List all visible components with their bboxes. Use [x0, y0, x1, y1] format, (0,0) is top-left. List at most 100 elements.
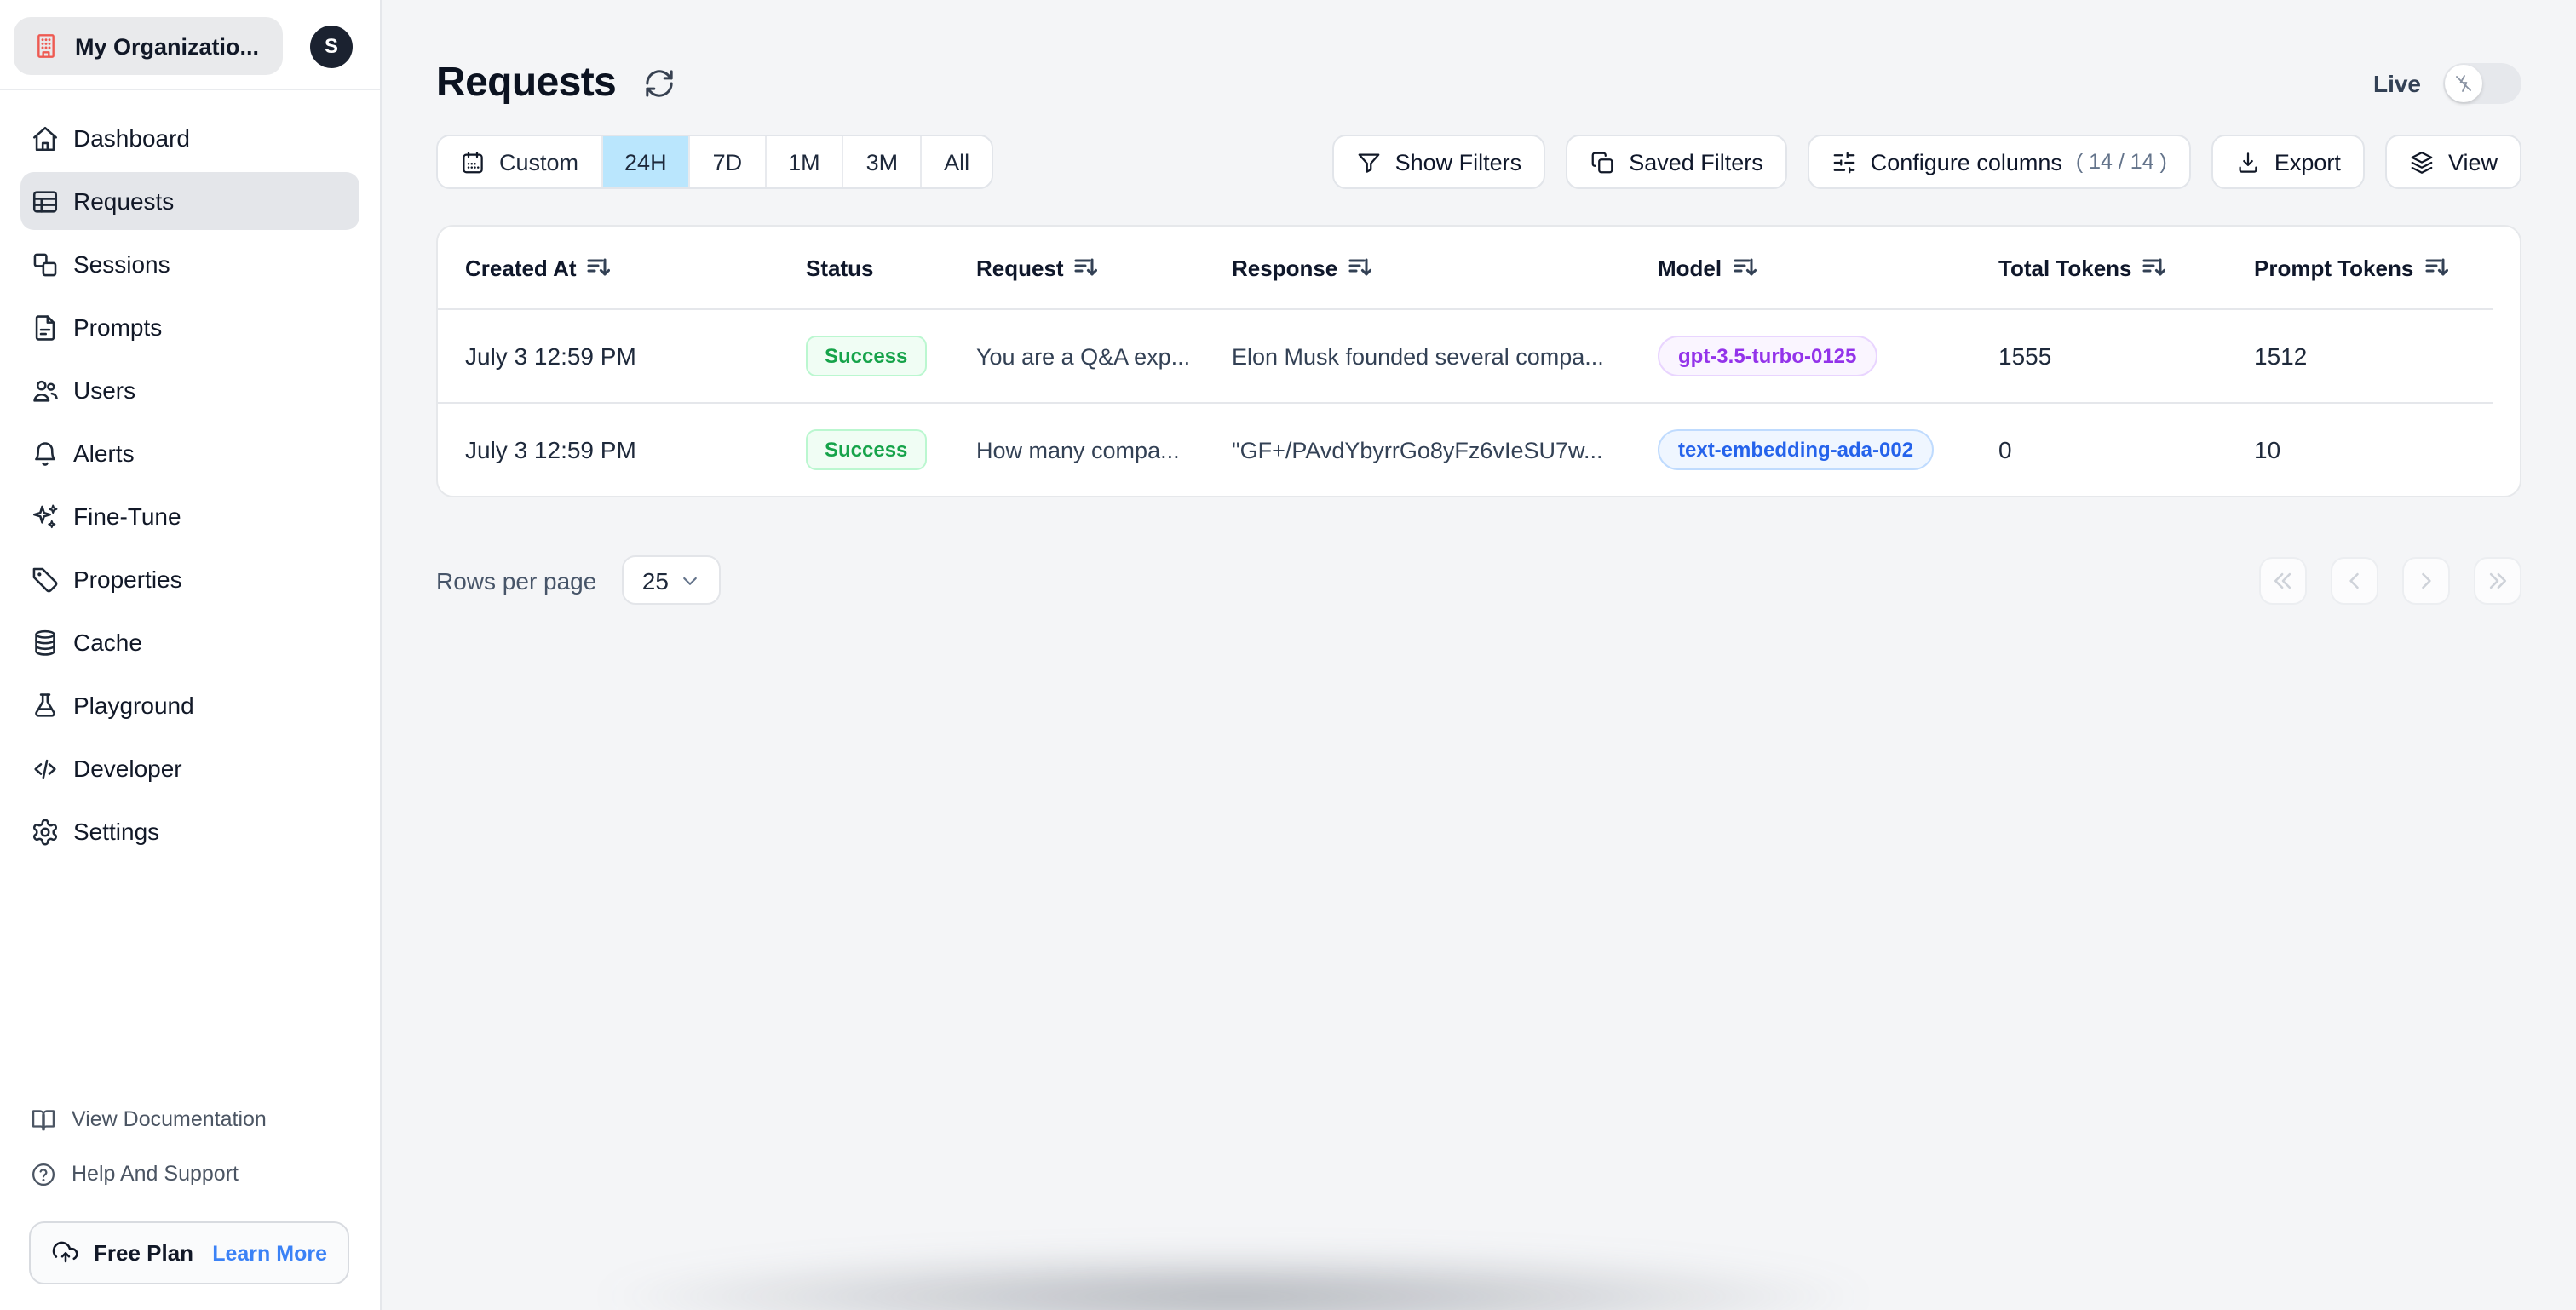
sidebar-item-dashboard[interactable]: Dashboard	[20, 109, 359, 167]
cell-status: Success	[806, 336, 976, 376]
cell-created-at: July 3 12:59 PM	[465, 436, 636, 463]
cell-response: Elon Musk founded several compa...	[1232, 343, 1604, 369]
cell-total-tokens: 1555	[1998, 342, 2052, 370]
time-range-24h[interactable]: 24H	[602, 136, 691, 187]
first-page-button[interactable]	[2259, 556, 2307, 604]
stacked-squares-icon	[31, 250, 60, 279]
column-header-prompt-tokens: Prompt Tokens	[2254, 255, 2493, 280]
time-range-1m[interactable]: 1M	[766, 136, 844, 187]
last-page-button[interactable]	[2474, 556, 2521, 604]
plan-banner[interactable]: Free Plan Learn More	[29, 1221, 349, 1284]
table-row[interactable]: July 3 12:59 PM Success How many compa..…	[438, 404, 2520, 496]
page-title: Requests	[436, 60, 617, 106]
pagination-buttons	[2259, 556, 2521, 604]
sort-icon[interactable]	[587, 256, 611, 279]
model-badge: text-embedding-ada-002	[1658, 429, 1935, 470]
tag-icon	[31, 565, 60, 594]
chevron-left-icon	[2343, 568, 2366, 592]
columns-count: ( 14 / 14 )	[2075, 150, 2167, 174]
sidebar-item-properties[interactable]: Properties	[20, 550, 359, 608]
org-name: My Organizatio...	[75, 33, 260, 59]
sort-icon[interactable]	[1732, 256, 1757, 279]
sidebar-item-alerts[interactable]: Alerts	[20, 424, 359, 482]
sidebar-item-cache[interactable]: Cache	[20, 613, 359, 671]
next-page-button[interactable]	[2402, 556, 2450, 604]
sidebar-nav: Dashboard Requests Sessions Prompts User…	[0, 90, 380, 860]
help-support-link[interactable]: Help And Support	[20, 1150, 359, 1198]
sidebar-item-sessions[interactable]: Sessions	[20, 235, 359, 293]
sidebar-item-playground[interactable]: Playground	[20, 676, 359, 734]
row-divider	[438, 402, 2493, 404]
export-button[interactable]: Export	[2211, 135, 2365, 189]
chevrons-right-icon	[2486, 568, 2510, 592]
status-badge: Success	[806, 336, 927, 376]
document-icon	[31, 313, 60, 342]
sidebar-item-developer[interactable]: Developer	[20, 739, 359, 797]
view-button[interactable]: View	[2384, 135, 2521, 189]
saved-filters-button[interactable]: Saved Filters	[1566, 135, 1787, 189]
model-badge: gpt-3.5-turbo-0125	[1658, 336, 1877, 376]
table-row[interactable]: July 3 12:59 PM Success You are a Q&A ex…	[438, 310, 2520, 402]
live-toggle-group: Live	[2373, 63, 2521, 104]
avatar-initial: S	[324, 34, 338, 58]
toolbar: Custom 24H 7D 1M 3M All Show Filters Sav…	[436, 135, 2521, 189]
flask-icon	[31, 691, 60, 720]
cell-request: You are a Q&A exp...	[976, 343, 1191, 369]
cell-model: text-embedding-ada-002	[1658, 429, 1998, 470]
help-icon	[31, 1161, 56, 1186]
view-documentation-link[interactable]: View Documentation	[20, 1095, 359, 1143]
cell-total-tokens: 0	[1998, 436, 2012, 463]
time-range-7d[interactable]: 7D	[690, 136, 767, 187]
row-divider	[438, 308, 2493, 310]
cell-prompt-tokens: 10	[2254, 436, 2281, 463]
table-icon	[31, 187, 60, 215]
time-range-custom[interactable]: Custom	[438, 136, 603, 187]
sort-icon[interactable]	[2424, 256, 2448, 279]
page-header: Requests Live	[436, 60, 2521, 107]
sidebar-item-settings[interactable]: Settings	[20, 802, 359, 860]
learn-more-link[interactable]: Learn More	[212, 1241, 327, 1265]
home-icon	[31, 124, 60, 152]
show-filters-button[interactable]: Show Filters	[1331, 135, 1546, 189]
sidebar-item-users[interactable]: Users	[20, 361, 359, 419]
org-switcher[interactable]: My Organizatio...	[14, 17, 284, 75]
sidebar-item-fine-tune[interactable]: Fine-Tune	[20, 487, 359, 545]
sort-icon[interactable]	[1074, 256, 1098, 279]
rows-per-page-label: Rows per page	[436, 566, 597, 594]
copy-icon	[1590, 149, 1615, 175]
sidebar: My Organizatio... S Dashboard Requests S…	[0, 0, 382, 1310]
sparkles-icon	[31, 502, 60, 531]
window-shadow	[586, 1252, 1881, 1310]
download-icon	[2235, 149, 2261, 175]
column-header-total-tokens: Total Tokens	[1998, 255, 2254, 280]
cell-status: Success	[806, 429, 976, 470]
column-header-response: Response	[1232, 255, 1658, 280]
previous-page-button[interactable]	[2331, 556, 2378, 604]
cell-response: "GF+/PAvdYbyrrGo8yFz6vIeSU7w...	[1232, 437, 1603, 463]
sort-icon[interactable]	[1348, 256, 1372, 279]
sidebar-item-requests[interactable]: Requests	[20, 172, 359, 230]
zap-off-icon	[2453, 73, 2474, 94]
users-icon	[31, 376, 60, 405]
live-toggle[interactable]	[2443, 63, 2521, 104]
gear-icon	[31, 817, 60, 846]
status-badge: Success	[806, 429, 927, 470]
sidebar-footer: View Documentation Help And Support	[0, 1095, 380, 1198]
toggle-knob	[2445, 65, 2482, 102]
bell-icon	[31, 439, 60, 468]
sort-icon[interactable]	[2142, 256, 2166, 279]
requests-table: Created At Status Request Response Model	[436, 225, 2521, 497]
time-range-3m[interactable]: 3M	[843, 136, 923, 187]
sidebar-item-prompts[interactable]: Prompts	[20, 298, 359, 356]
rows-per-page-select[interactable]: 25	[622, 555, 722, 605]
table-header-row: Created At Status Request Response Model	[438, 227, 2520, 308]
chevron-right-icon	[2414, 568, 2438, 592]
cell-created-at: July 3 12:59 PM	[465, 342, 636, 370]
configure-columns-button[interactable]: Configure columns ( 14 / 14 )	[1807, 135, 2191, 189]
column-header-status: Status	[806, 255, 874, 280]
user-avatar[interactable]: S	[310, 25, 353, 67]
refresh-button[interactable]	[641, 66, 676, 101]
main-content: Requests Live Custom 24H 7D	[382, 0, 2576, 1310]
time-range-all[interactable]: All	[922, 136, 992, 187]
